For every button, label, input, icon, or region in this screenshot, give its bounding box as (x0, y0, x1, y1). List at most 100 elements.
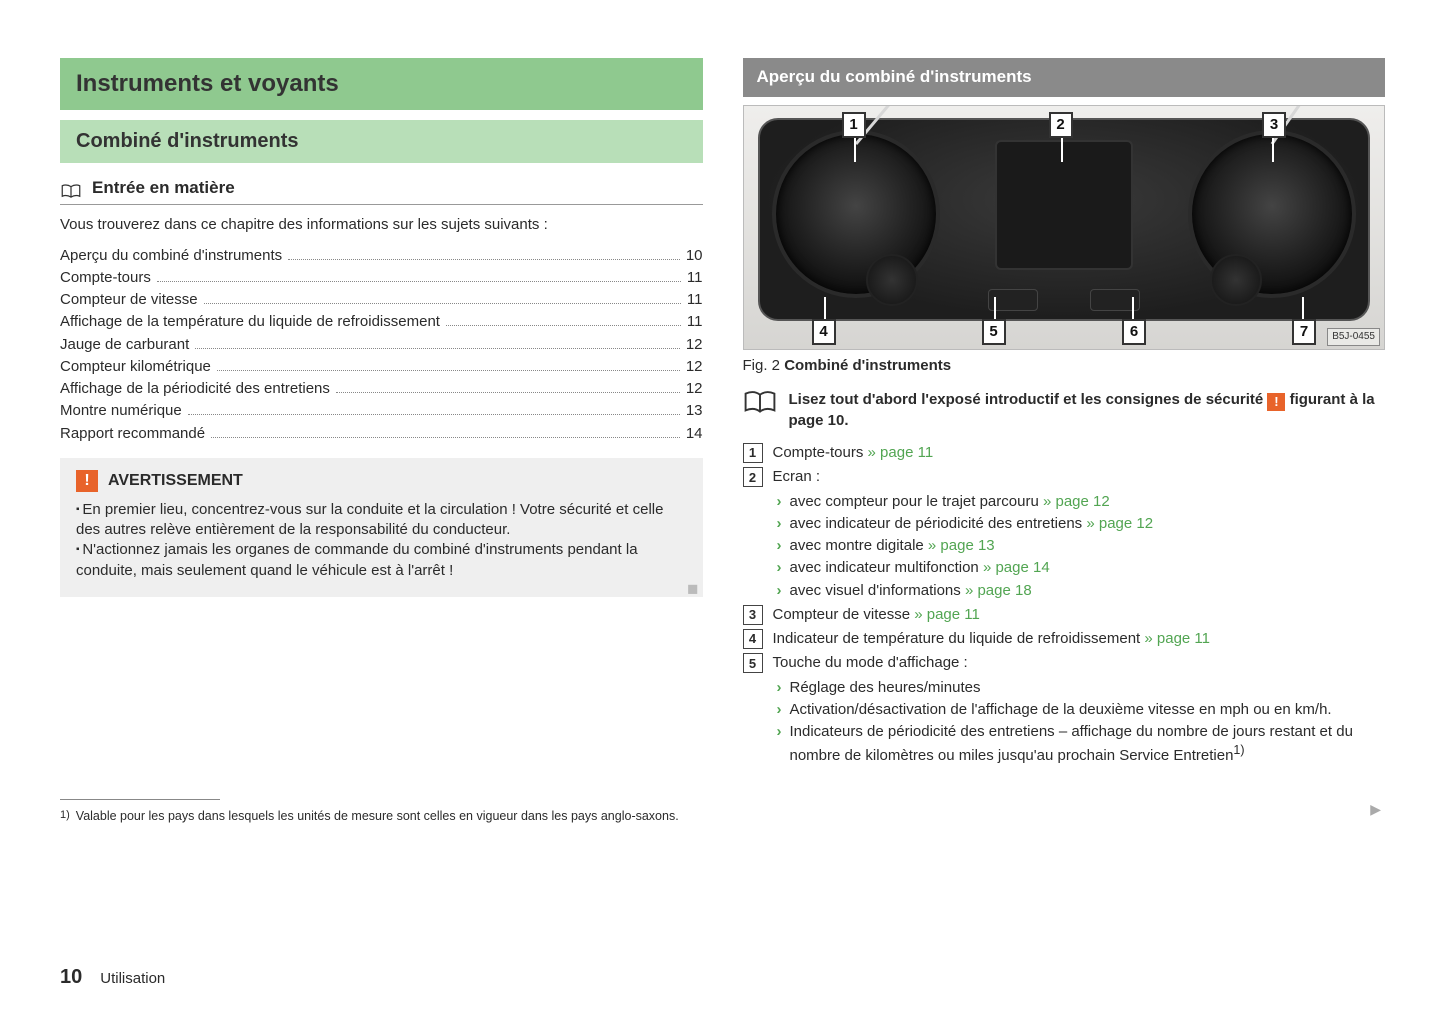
toc-page: 13 (686, 401, 703, 421)
toc-page: 14 (686, 424, 703, 444)
legend-number-box: 4 (743, 629, 763, 649)
continue-arrow-icon: ▶ (1370, 800, 1381, 819)
chevron-icon: › (777, 514, 782, 534)
page-section: Utilisation (100, 969, 165, 989)
legend-subitem: ›Indicateurs de périodicité des entretie… (777, 722, 1386, 767)
section-heading-text: Entrée en matière (92, 177, 235, 200)
chevron-icon: › (777, 536, 782, 556)
legend-number-box: 5 (743, 653, 763, 673)
chevron-icon: › (777, 581, 782, 601)
callout-2: 2 (1049, 112, 1073, 138)
legend-subitem: ›avec indicateur de périodicité des entr… (777, 514, 1386, 534)
legend-row: 2 Ecran : (743, 467, 1386, 487)
page-link[interactable]: » page 13 (928, 537, 995, 554)
page-footer: 10 Utilisation (60, 964, 165, 991)
footnote-rule (60, 799, 220, 800)
toc-page: 11 (687, 290, 703, 310)
callout-7: 7 (1292, 319, 1316, 345)
page-link[interactable]: » page 11 (868, 444, 934, 461)
toc-leader-dots (288, 259, 680, 260)
page-link[interactable]: » page 18 (965, 582, 1032, 599)
toc-leader-dots (446, 325, 681, 326)
legend-text: Indicateur de température du liquide de … (773, 629, 1386, 649)
toc-leader-dots (188, 414, 680, 415)
legend-number-box: 3 (743, 605, 763, 625)
toc-label: Compte-tours (60, 268, 151, 288)
legend-subitem: ›avec compteur pour le trajet parcouru »… (777, 492, 1386, 512)
callout-4: 4 (812, 319, 836, 345)
page-link[interactable]: » page 12 (1086, 515, 1153, 532)
intro-paragraph: Vous trouverez dans ce chapitre des info… (60, 215, 703, 235)
image-code: B5J-0455 (1327, 328, 1380, 346)
toc-row: Rapport recommandé14 (60, 424, 703, 444)
toc-label: Affichage de la périodicité des entretie… (60, 379, 330, 399)
warning-heading: ! AVERTISSEMENT (76, 470, 687, 492)
legend-list: 1 Compte-tours » page 11 2 Ecran : ›avec com… (743, 443, 1386, 767)
legend-row: 3 Compteur de vitesse » page 11 (743, 605, 1386, 625)
legend-subitem: ›Activation/désactivation de l'affichage… (777, 700, 1386, 720)
footnote: 1) Valable pour les pays dans lesquels l… (60, 808, 680, 825)
toc-label: Montre numérique (60, 401, 182, 421)
legend-number-box: 1 (743, 443, 763, 463)
toc-page: 12 (686, 379, 703, 399)
table-of-contents: Aperçu du combiné d'instruments10Compte-… (60, 246, 703, 444)
legend-row: 5 Touche du mode d'affichage : (743, 653, 1386, 673)
toc-row: Compteur kilométrique12 (60, 357, 703, 377)
section-heading: Entrée en matière (60, 177, 703, 205)
legend-subitem-text: avec indicateur multifonction » page 14 (790, 558, 1050, 578)
legend-subitem: ›avec indicateur multifonction » page 14 (777, 558, 1386, 578)
legend-subitem: › Réglage des heures/minutes (777, 678, 1386, 698)
toc-label: Compteur kilométrique (60, 357, 211, 377)
legend-number-box: 2 (743, 467, 763, 487)
toc-page: 12 (686, 335, 703, 355)
toc-page: 11 (687, 268, 703, 288)
toc-row: Affichage de la périodicité des entretie… (60, 379, 703, 399)
toc-label: Compteur de vitesse (60, 290, 198, 310)
legend-subitem-text: avec montre digitale » page 13 (790, 536, 995, 556)
page-link[interactable]: » page 11 (914, 606, 980, 623)
legend-text: Touche du mode d'affichage : (773, 653, 1386, 673)
legend-subitem-text: Réglage des heures/minutes (790, 678, 981, 698)
page-link[interactable]: » page 12 (1043, 493, 1110, 510)
right-column: Aperçu du combiné d'instruments (743, 58, 1386, 771)
legend-sublist: ›avec compteur pour le trajet parcouru »… (777, 492, 1386, 601)
toc-label: Affichage de la température du liquide d… (60, 312, 440, 332)
footnote-ref: 1) (1233, 743, 1244, 757)
figure-caption: Fig. 2 Combiné d'instruments (743, 356, 1386, 376)
callout-1: 1 (842, 112, 866, 138)
toc-row: Jauge de carburant12 (60, 335, 703, 355)
chevron-icon: › (777, 678, 782, 698)
warning-item: N'actionnez jamais les organes de comman… (76, 540, 687, 581)
legend-subitem-text: Indicateurs de périodicité des entretien… (790, 722, 1386, 767)
book-icon (743, 390, 777, 420)
toc-label: Aperçu du combiné d'instruments (60, 246, 282, 266)
legend-subitem: › avec montre digitale » page 13 (777, 536, 1386, 556)
toc-leader-dots (195, 348, 680, 349)
legend-text: Compteur de vitesse » page 11 (773, 605, 1386, 625)
warning-box: ! AVERTISSEMENT En premier lieu, concent… (60, 458, 703, 597)
legend-text: Ecran : (773, 467, 1386, 487)
toc-leader-dots (217, 370, 680, 371)
page-link[interactable]: » page 11 (1144, 630, 1210, 647)
callout-6: 6 (1122, 319, 1146, 345)
right-heading: Aperçu du combiné d'instruments (743, 58, 1386, 97)
toc-row: Aperçu du combiné d'instruments 10 (60, 246, 703, 266)
toc-page: 10 (686, 246, 703, 266)
warning-icon: ! (76, 470, 98, 492)
page-link[interactable]: » page 14 (983, 559, 1050, 576)
main-title: Instruments et voyants (60, 58, 703, 110)
warning-icon: ! (1267, 393, 1285, 411)
warning-title: AVERTISSEMENT (108, 470, 243, 492)
instrument-cluster-image: 1 2 3 4 5 6 7 B5J-0455 (743, 105, 1386, 350)
toc-leader-dots (204, 303, 681, 304)
toc-row: Montre numérique 13 (60, 401, 703, 421)
legend-subitem-text: Activation/désactivation de l'affichage … (790, 700, 1332, 720)
toc-leader-dots (157, 281, 681, 282)
legend-sublist: › Réglage des heures/minutes›Activation/d… (777, 678, 1386, 767)
toc-row: Compte-tours 11 (60, 268, 703, 288)
legend-text: Compte-tours » page 11 (773, 443, 1386, 463)
footnote-text: Valable pour les pays dans lesquels les … (76, 808, 679, 825)
toc-row: Affichage de la température du liquide d… (60, 312, 703, 332)
callout-5: 5 (982, 319, 1006, 345)
legend-row: 4 Indicateur de température du liquide de… (743, 629, 1386, 649)
